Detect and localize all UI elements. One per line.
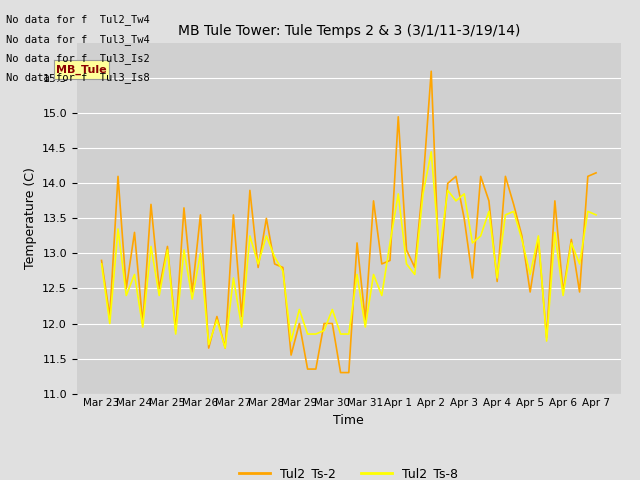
Tul2_Ts-8 — [370, 272, 378, 277]
Tul2_Ts-8 — [279, 268, 287, 274]
Tul2_Ts-2 — [592, 170, 600, 176]
Tul2_Ts-2 — [370, 198, 378, 204]
Tul2_Ts-2 — [196, 212, 204, 218]
Tul2_Ts-8 — [213, 317, 221, 323]
Tul2_Ts-2 — [98, 258, 106, 264]
Text: MB_Tule: MB_Tule — [56, 64, 107, 75]
Tul2_Ts-2 — [337, 370, 344, 375]
X-axis label: Time: Time — [333, 414, 364, 427]
Tul2_Ts-8 — [98, 261, 106, 267]
Line: Tul2_Ts-2: Tul2_Ts-2 — [102, 71, 596, 372]
Tul2_Ts-2 — [403, 247, 410, 253]
Tul2_Ts-8 — [221, 345, 229, 351]
Tul2_Ts-8 — [403, 261, 410, 267]
Tul2_Ts-2 — [428, 68, 435, 74]
Tul2_Ts-2 — [271, 261, 278, 267]
Text: No data for f  Tul2_Tw4: No data for f Tul2_Tw4 — [6, 14, 150, 25]
Tul2_Ts-2 — [213, 313, 221, 319]
Tul2_Ts-8 — [428, 149, 435, 155]
Tul2_Ts-8 — [196, 251, 204, 256]
Text: No data for f  Tul3_Tw4: No data for f Tul3_Tw4 — [6, 34, 150, 45]
Y-axis label: Temperature (C): Temperature (C) — [24, 168, 36, 269]
Tul2_Ts-8 — [592, 212, 600, 218]
Tul2_Ts-2 — [543, 335, 550, 340]
Line: Tul2_Ts-8: Tul2_Ts-8 — [102, 152, 596, 348]
Legend: Tul2_Ts-2, Tul2_Ts-8: Tul2_Ts-2, Tul2_Ts-8 — [234, 462, 463, 480]
Text: No data for f  Tul3_Is2: No data for f Tul3_Is2 — [6, 53, 150, 64]
Title: MB Tule Tower: Tule Temps 2 & 3 (3/1/11-3/19/14): MB Tule Tower: Tule Temps 2 & 3 (3/1/11-… — [178, 24, 520, 38]
Tul2_Ts-8 — [543, 338, 550, 344]
Text: No data for f  Tul3_Is8: No data for f Tul3_Is8 — [6, 72, 150, 83]
